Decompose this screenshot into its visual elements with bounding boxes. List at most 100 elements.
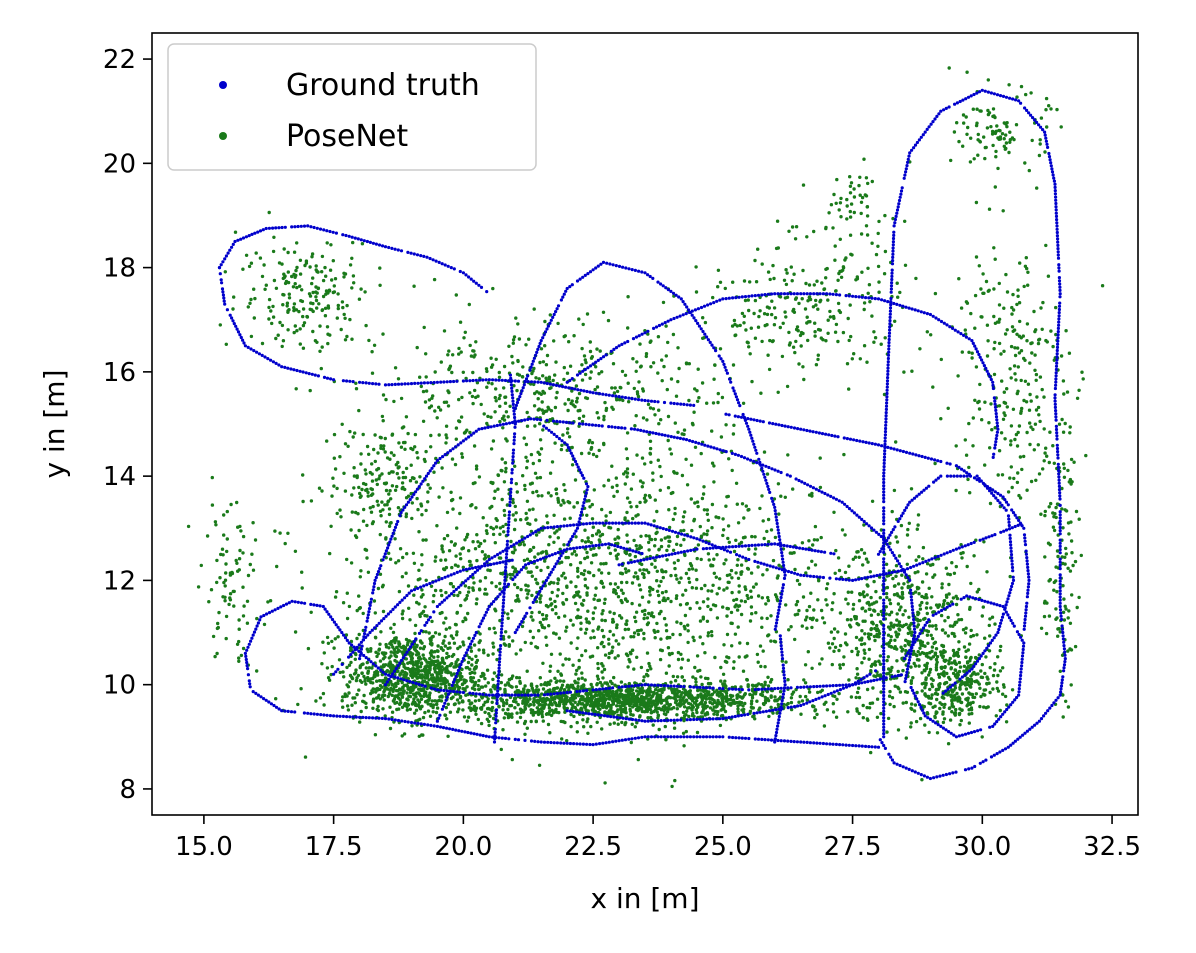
posenet-point bbox=[552, 339, 556, 343]
posenet-point bbox=[706, 634, 710, 638]
posenet-point bbox=[927, 586, 931, 590]
posenet-point bbox=[570, 552, 574, 556]
posenet-point bbox=[465, 532, 470, 537]
posenet-point bbox=[442, 537, 447, 541]
posenet-point bbox=[716, 391, 720, 396]
posenet-point bbox=[357, 632, 361, 637]
posenet-point bbox=[693, 696, 698, 700]
posenet-point bbox=[414, 708, 419, 712]
posenet-point bbox=[896, 669, 900, 674]
posenet-point bbox=[667, 539, 671, 543]
posenet-point bbox=[280, 323, 285, 328]
posenet-point bbox=[286, 310, 290, 314]
posenet-point bbox=[644, 354, 648, 359]
posenet-point bbox=[854, 676, 858, 680]
posenet-point bbox=[607, 655, 611, 660]
posenet-point bbox=[486, 414, 490, 419]
posenet-point bbox=[904, 700, 908, 705]
posenet-point bbox=[540, 494, 544, 498]
posenet-point bbox=[392, 399, 396, 404]
posenet-point bbox=[664, 671, 669, 675]
posenet-point bbox=[648, 446, 653, 451]
posenet-point bbox=[292, 330, 296, 335]
posenet-point bbox=[728, 573, 732, 577]
posenet-point bbox=[483, 553, 487, 557]
posenet-point bbox=[472, 643, 477, 647]
posenet-point bbox=[459, 350, 463, 354]
posenet-point bbox=[563, 402, 567, 406]
posenet-point bbox=[695, 399, 700, 403]
posenet-point bbox=[639, 364, 643, 368]
posenet-point bbox=[332, 290, 337, 294]
posenet-point bbox=[877, 635, 881, 639]
posenet-point bbox=[550, 608, 555, 612]
posenet-point bbox=[819, 535, 823, 540]
posenet-point bbox=[547, 543, 551, 547]
posenet-point bbox=[535, 706, 539, 710]
posenet-point bbox=[396, 648, 400, 652]
posenet-point bbox=[286, 531, 290, 535]
posenet-point bbox=[333, 595, 338, 599]
posenet-point bbox=[440, 657, 445, 661]
posenet-point bbox=[962, 645, 967, 649]
posenet-point bbox=[756, 594, 761, 598]
posenet-point bbox=[681, 515, 686, 519]
posenet-point bbox=[734, 538, 738, 542]
posenet-point bbox=[457, 419, 462, 424]
posenet-point bbox=[600, 370, 604, 374]
posenet-point bbox=[649, 710, 654, 715]
posenet-point bbox=[541, 374, 545, 378]
posenet-point bbox=[450, 662, 454, 666]
posenet-point bbox=[871, 686, 875, 690]
posenet-point bbox=[740, 502, 745, 506]
posenet-point bbox=[494, 387, 498, 391]
posenet-point bbox=[656, 371, 660, 375]
posenet-point bbox=[571, 663, 575, 667]
posenet-point bbox=[725, 586, 729, 590]
posenet-point bbox=[907, 545, 911, 549]
posenet-point bbox=[437, 405, 441, 409]
posenet-point bbox=[842, 655, 846, 659]
posenet-point bbox=[336, 292, 340, 296]
posenet-point bbox=[489, 447, 494, 451]
posenet-point bbox=[534, 719, 538, 723]
posenet-point bbox=[574, 535, 578, 539]
posenet-point bbox=[467, 655, 471, 660]
posenet-point bbox=[559, 503, 563, 507]
posenet-point bbox=[680, 473, 685, 478]
posenet-point bbox=[497, 370, 501, 375]
posenet-point bbox=[664, 629, 669, 633]
posenet-point bbox=[421, 715, 426, 720]
posenet-point bbox=[383, 676, 388, 680]
posenet-point bbox=[607, 694, 611, 698]
posenet-point bbox=[354, 671, 358, 675]
posenet-point bbox=[878, 654, 883, 658]
posenet-point bbox=[556, 321, 560, 326]
posenet-point bbox=[579, 697, 583, 702]
posenet-point bbox=[503, 395, 507, 399]
posenet-point bbox=[504, 522, 508, 527]
posenet-point bbox=[675, 620, 679, 624]
posenet-point bbox=[813, 716, 817, 720]
posenet-point bbox=[474, 602, 479, 606]
posenet-point bbox=[511, 361, 515, 365]
posenet-point bbox=[671, 674, 675, 679]
posenet-point bbox=[277, 261, 282, 265]
posenet-point bbox=[378, 572, 383, 576]
posenet-point bbox=[684, 362, 689, 366]
posenet-point bbox=[913, 590, 918, 594]
posenet-point bbox=[625, 599, 629, 603]
posenet-point bbox=[490, 504, 494, 509]
posenet-point bbox=[324, 289, 329, 293]
posenet-point bbox=[446, 702, 450, 706]
posenet-point bbox=[738, 690, 742, 694]
posenet-point bbox=[482, 412, 486, 416]
posenet-point bbox=[602, 601, 607, 605]
posenet-point bbox=[653, 688, 658, 692]
posenet-point bbox=[520, 535, 524, 539]
posenet-point bbox=[461, 700, 465, 704]
posenet-point bbox=[615, 489, 619, 494]
posenet-point bbox=[934, 657, 939, 662]
posenet-point bbox=[417, 692, 422, 696]
posenet-point bbox=[443, 634, 447, 639]
